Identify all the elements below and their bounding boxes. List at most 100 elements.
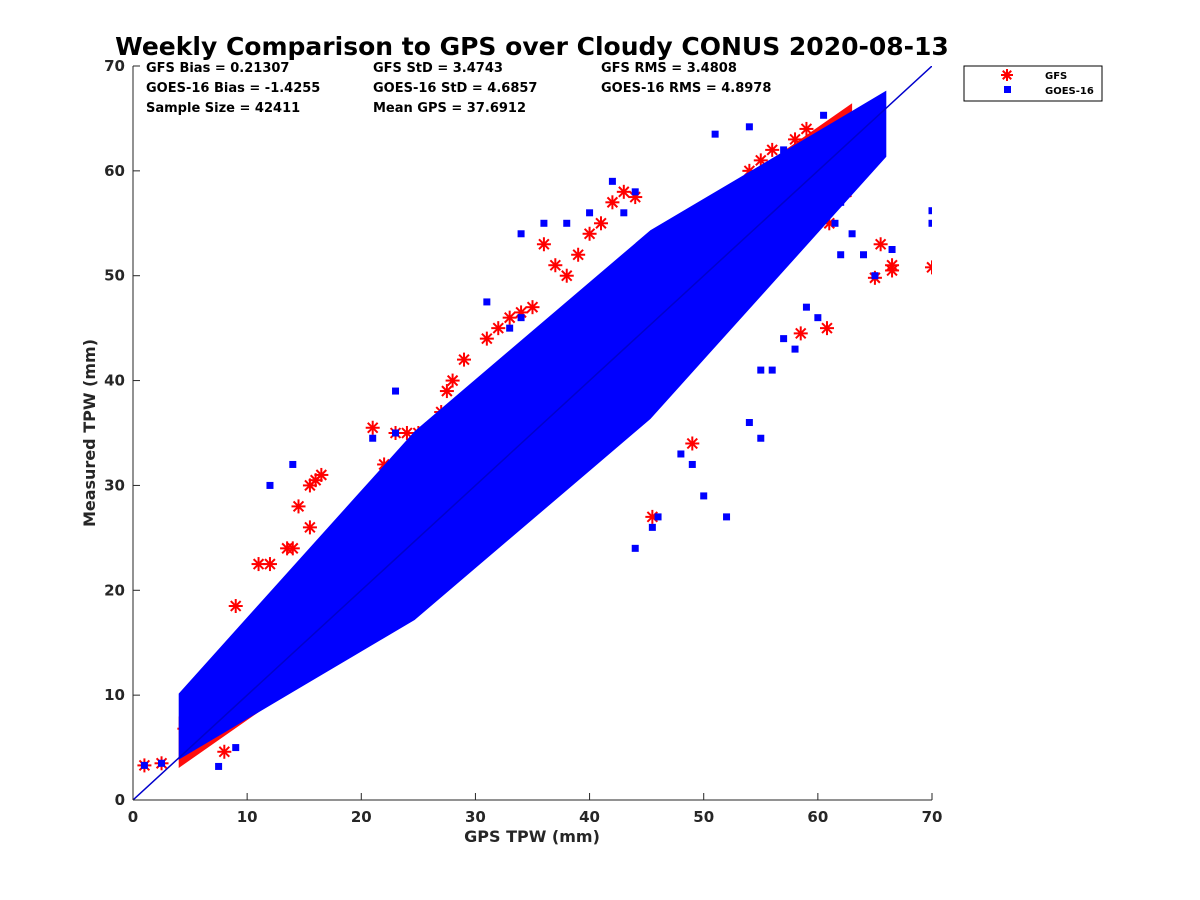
gfs-rms-text: GFS RMS = 3.4808	[601, 61, 737, 76]
gfs-std-text: GFS StD = 3.4743	[373, 61, 503, 76]
goes16-point	[654, 513, 662, 521]
gfs-point	[439, 384, 454, 399]
goes16-point	[586, 209, 594, 217]
goes16-point	[215, 762, 223, 770]
goes16-point	[888, 246, 896, 253]
legend-gfs-marker	[1001, 69, 1013, 81]
y-tick-label: 70	[104, 57, 125, 75]
one-to-one-line	[133, 66, 932, 800]
goes16-point	[780, 146, 788, 154]
legend: GFS GOES-16	[963, 65, 1103, 102]
x-tick-label: 60	[807, 808, 828, 826]
goes16-point	[506, 324, 514, 332]
goes16-point	[802, 156, 810, 164]
y-tick-label: 50	[104, 267, 125, 285]
goes16-point	[232, 744, 240, 752]
y-tick-label: 20	[104, 581, 125, 599]
goes16-point	[780, 335, 788, 343]
gfs-point	[228, 599, 243, 614]
x-tick-label: 10	[237, 808, 258, 826]
gfs-bias-text: GFS Bias = 0.21307	[146, 61, 289, 76]
gfs-point	[925, 260, 932, 275]
goes16-point	[289, 460, 297, 468]
stats-block: GFS Bias = 0.21307 GFS StD = 3.4743 GFS …	[146, 61, 771, 116]
goes16-point	[266, 481, 274, 489]
goes16-point	[837, 251, 845, 259]
gfs-point	[479, 331, 494, 346]
gfs-point	[445, 373, 460, 388]
goes16-rms-text: GOES-16 RMS = 4.8978	[601, 81, 771, 96]
y-tick-label: 0	[115, 791, 125, 809]
axes: 0 10 20 30 40 50 60 70 0 10 20 30 40 50 60 70	[104, 57, 942, 826]
gfs-point	[536, 237, 551, 252]
goes16-point	[860, 251, 868, 259]
gfs-point	[788, 132, 803, 147]
goes16-point	[745, 123, 753, 131]
legend-gfs-label: GFS	[1045, 71, 1067, 82]
goes16-point	[757, 167, 765, 175]
gfs-point	[819, 321, 834, 336]
gfs-point	[291, 499, 306, 514]
y-tick-label: 10	[104, 686, 125, 704]
goes16-point	[631, 188, 639, 196]
goes16-point	[928, 219, 932, 227]
gfs-point	[217, 744, 232, 759]
x-tick-label: 0	[128, 808, 138, 826]
goes16-point	[563, 219, 571, 227]
gfs-point	[285, 541, 300, 556]
goes16-point	[648, 523, 656, 531]
goes16-point	[928, 207, 932, 215]
gfs-point	[593, 216, 608, 231]
goes16-point	[631, 544, 639, 552]
gfs-point	[525, 300, 540, 315]
goes16-point	[757, 366, 765, 374]
goes16-point	[802, 303, 810, 311]
goes16-point	[745, 419, 753, 427]
y-tick-label: 40	[104, 372, 125, 390]
goes16-point	[768, 366, 776, 374]
x-tick-label: 40	[579, 808, 600, 826]
gfs-point	[502, 310, 517, 325]
goes16-std-text: GOES-16 StD = 4.6857	[373, 81, 537, 96]
goes16-point	[140, 761, 148, 769]
goes16-point	[158, 759, 166, 767]
legend-gfs-asterisk	[1001, 69, 1013, 81]
gfs-point	[548, 258, 563, 273]
legend-goes16-label: GOES-16	[1045, 86, 1094, 97]
goes16-point	[831, 219, 839, 227]
goes16-point	[757, 434, 765, 442]
goes16-bias-text: GOES-16 Bias = -1.4255	[146, 81, 320, 96]
goes16-point	[723, 513, 731, 521]
x-tick-label: 20	[351, 808, 372, 826]
goes16-point	[820, 111, 828, 119]
gfs-point	[799, 121, 814, 136]
goes16-point-cloud	[178, 90, 887, 760]
goes16-point	[483, 298, 491, 306]
gfs-point	[314, 467, 329, 482]
x-tick-label: 50	[693, 808, 714, 826]
gfs-point	[765, 142, 780, 157]
y-tick-label: 60	[104, 162, 125, 180]
chart-title: Weekly Comparison to GPS over Cloudy CON…	[115, 32, 949, 61]
gfs-point	[457, 352, 472, 367]
gfs-point	[302, 520, 317, 535]
legend-box	[963, 65, 1103, 102]
goes16-point	[711, 130, 719, 138]
goes16-point	[517, 314, 525, 322]
gfs-point	[559, 268, 574, 283]
x-tick-label: 70	[922, 808, 943, 826]
gfs-point	[491, 321, 506, 336]
goes16-point	[620, 209, 628, 217]
legend-goes16-marker	[1004, 86, 1011, 93]
goes16-point	[608, 177, 616, 185]
gfs-point	[685, 436, 700, 451]
gfs-point	[571, 247, 586, 262]
gfs-point	[793, 326, 808, 341]
goes16-point	[677, 450, 685, 458]
goes16-point	[540, 219, 548, 227]
goes16-point	[871, 272, 879, 280]
goes16-point	[837, 198, 845, 206]
gfs-point	[885, 263, 900, 278]
goes16-point	[392, 429, 400, 437]
